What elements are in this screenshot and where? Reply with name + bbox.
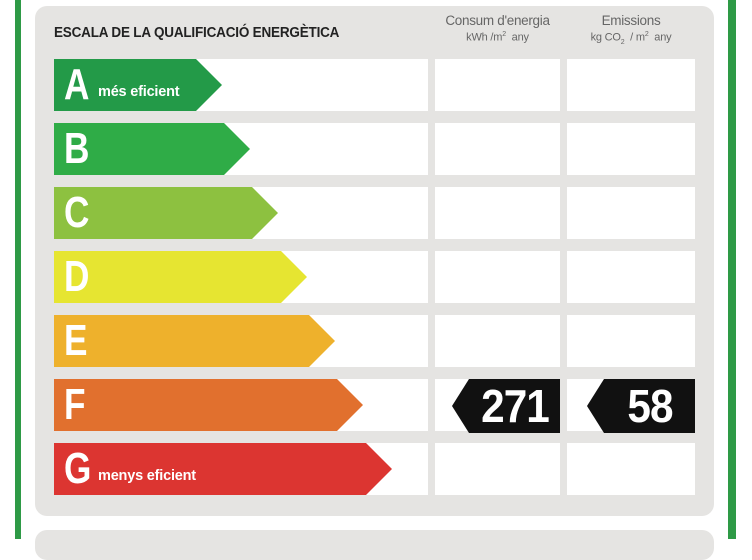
scale-title: ESCALA DE LA QUALIFICACIÓ ENERGÈTICA (54, 25, 340, 41)
energy-value: 271 (481, 380, 550, 432)
rating-arrow-f: F (54, 379, 363, 431)
emissions-value: 58 (627, 380, 673, 432)
rating-letter: G (64, 444, 92, 493)
rating-letter: C (64, 188, 90, 237)
rating-arrow-c: C (54, 187, 278, 239)
emissions-cell (567, 187, 695, 239)
frame-right-border (728, 0, 736, 539)
energy-cell (435, 315, 560, 367)
energy-column-unit: kWh /m2 any (466, 31, 529, 44)
rating-letter: F (64, 380, 86, 429)
rating-letter: D (64, 252, 90, 301)
rating-arrow-e: E (54, 315, 335, 367)
energy-column-header: Consum d'energia kWh /m2 any (435, 13, 560, 44)
emissions-value-tag: 58 (587, 379, 695, 433)
emissions-column-header: Emissions kg CO2 / m2 any (567, 13, 695, 46)
emissions-cell (567, 315, 695, 367)
energy-cell (435, 123, 560, 175)
emissions-column-title: Emissions (601, 13, 661, 28)
rating-letter: B (64, 124, 90, 173)
emissions-cell (567, 251, 695, 303)
energy-cell (435, 251, 560, 303)
energy-cell (435, 59, 560, 111)
rating-letter: E (64, 316, 88, 365)
energy-cell (435, 443, 560, 495)
frame-left-border (15, 0, 21, 539)
energy-value-tag: 271 (452, 379, 560, 433)
rating-arrow-b: B (54, 123, 250, 175)
emissions-column-unit: kg CO2 / m2 any (590, 31, 672, 46)
emissions-cell (567, 443, 695, 495)
rating-description: menys eficient (98, 468, 196, 484)
emissions-cell (567, 59, 695, 111)
energy-column-title: Consum d'energia (445, 13, 550, 28)
rating-arrow-d: D (54, 251, 307, 303)
rating-description: més eficient (98, 84, 180, 100)
energy-cell (435, 187, 560, 239)
rating-letter: A (64, 60, 90, 109)
next-panel (35, 530, 714, 560)
emissions-cell (567, 123, 695, 175)
